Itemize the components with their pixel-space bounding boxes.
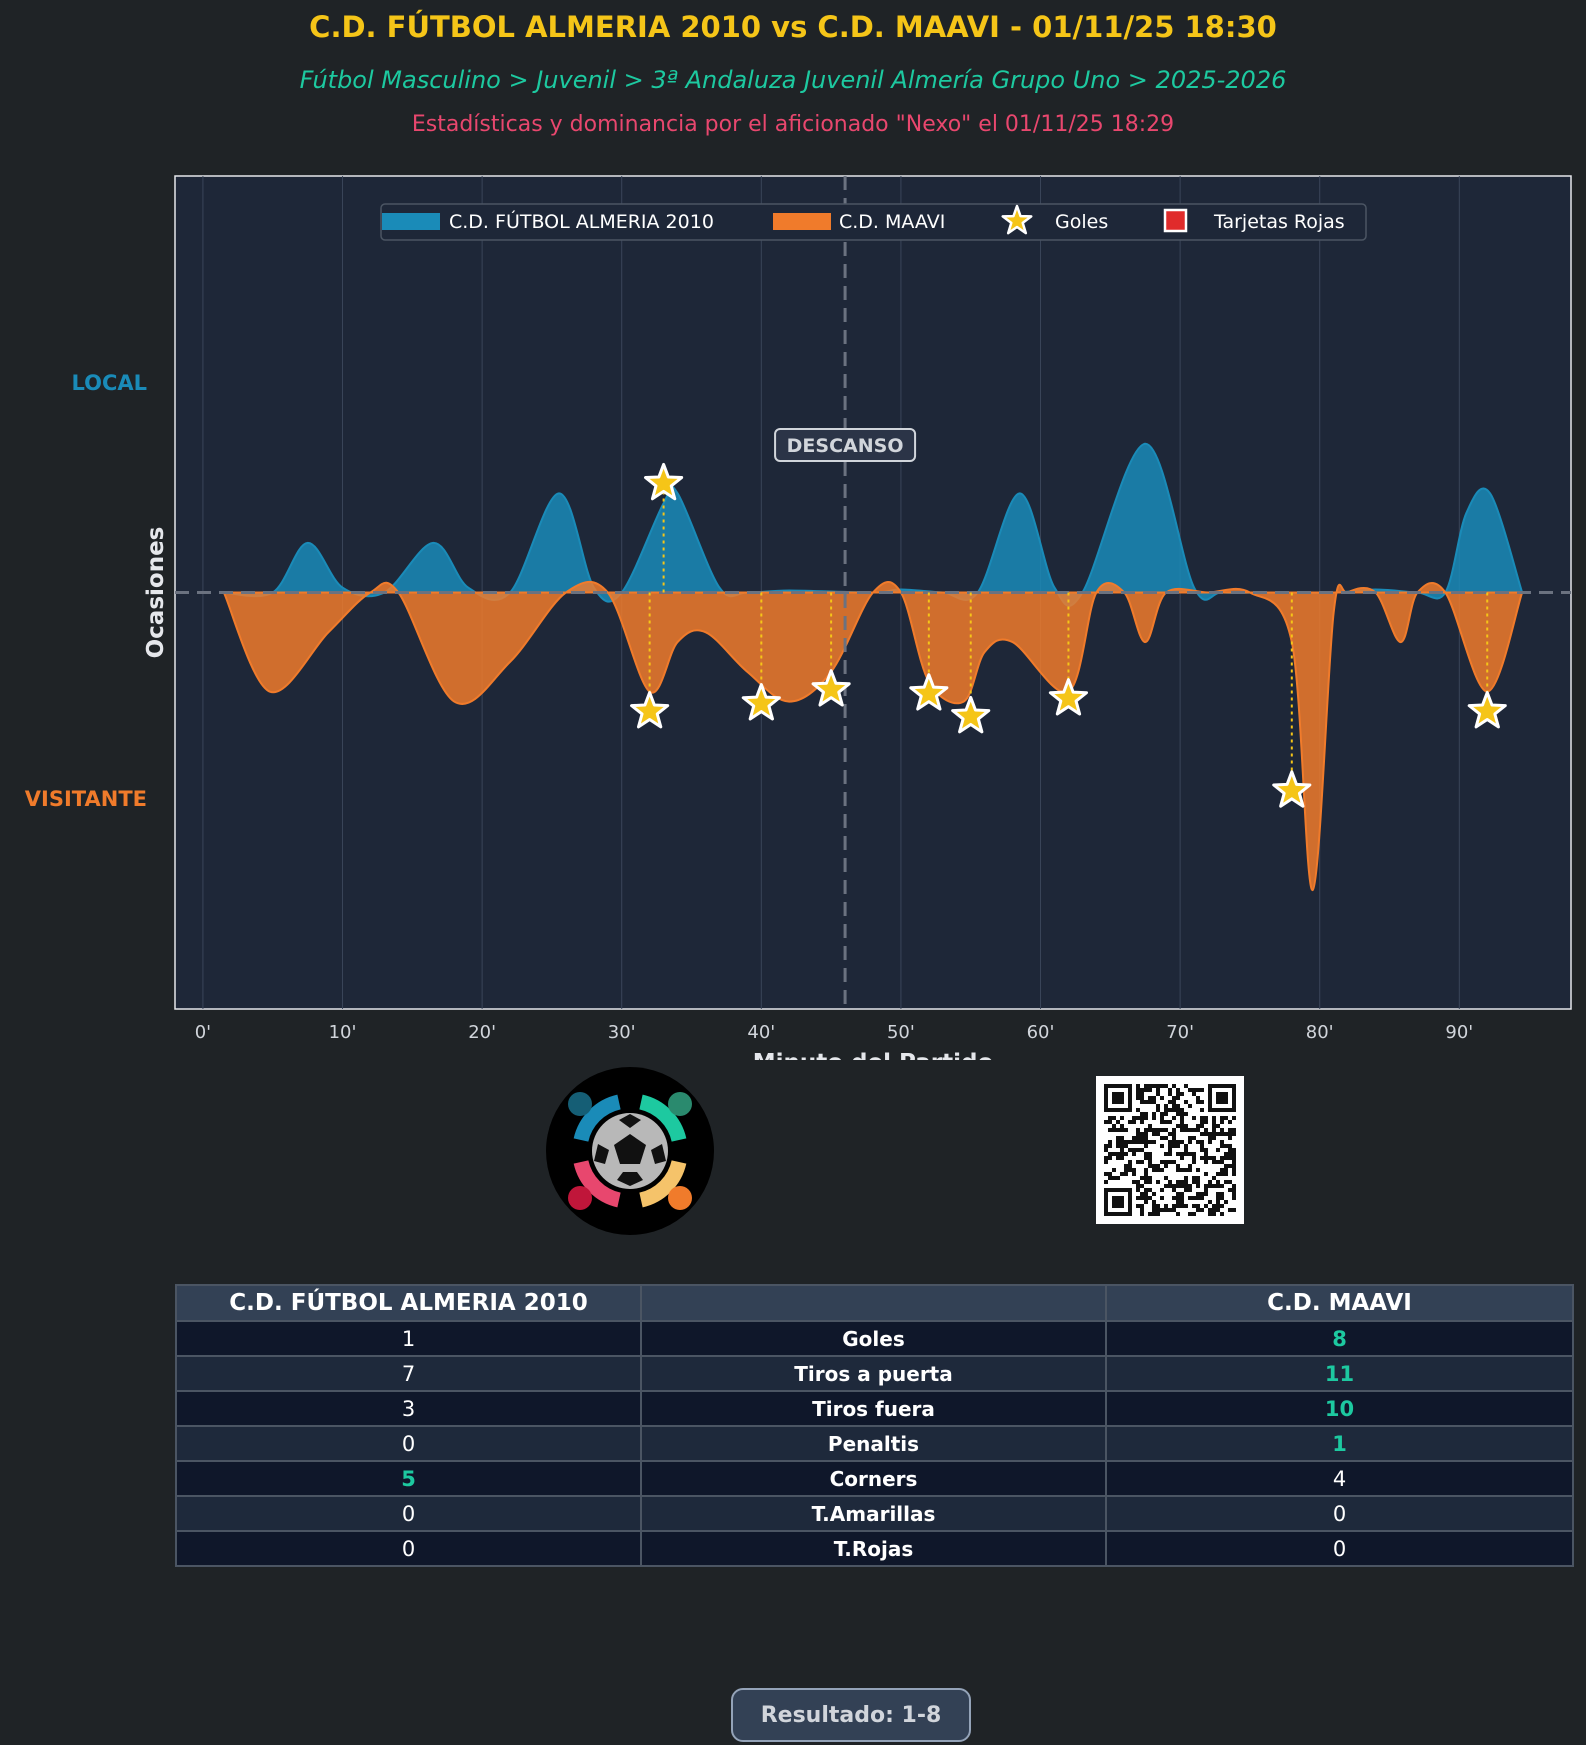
stat-away-value: 4 bbox=[1105, 1460, 1574, 1497]
away-dominance-area bbox=[222, 580, 1524, 892]
stat-label: Goles bbox=[640, 1320, 1107, 1357]
stat-away-value: 0 bbox=[1105, 1495, 1574, 1532]
match-title: C.D. FÚTBOL ALMERIA 2010 vs C.D. MAAVI -… bbox=[309, 10, 1277, 44]
stat-away-value: 0 bbox=[1105, 1530, 1574, 1567]
stats-header-row: C.D. FÚTBOL ALMERIA 2010 C.D. MAAVI bbox=[175, 1284, 1574, 1322]
visitante-side-label: VISITANTE bbox=[25, 787, 147, 811]
away-team-header: C.D. MAAVI bbox=[1105, 1284, 1574, 1322]
x-tick-label: 60' bbox=[1027, 1022, 1055, 1043]
legend-box bbox=[380, 203, 1367, 241]
stats-row: 5 Corners 4 bbox=[175, 1460, 1574, 1497]
stat-away-value: 10 bbox=[1105, 1390, 1574, 1427]
goal-star-icon bbox=[951, 695, 991, 734]
stat-label-header bbox=[640, 1284, 1107, 1322]
stat-label: Tiros a puerta bbox=[640, 1355, 1107, 1392]
goal-star-icon bbox=[1272, 770, 1312, 808]
x-tick-label: 20' bbox=[468, 1022, 496, 1043]
stat-away-value: 1 bbox=[1105, 1425, 1574, 1462]
goal-star-icon bbox=[630, 691, 670, 729]
stat-home-value: 0 bbox=[175, 1530, 642, 1567]
x-tick-label: 0' bbox=[195, 1022, 211, 1043]
x-tick-label: 30' bbox=[608, 1022, 636, 1043]
stat-label: Corners bbox=[640, 1460, 1107, 1497]
x-tick-label: 80' bbox=[1306, 1022, 1334, 1043]
x-tick-label: 90' bbox=[1445, 1022, 1473, 1043]
stat-away-value: 8 bbox=[1105, 1320, 1574, 1357]
dominance-chart: DESCANSO 0' 10' 20' 30' 40' 50' 60' 70' 80' 90' Min… bbox=[25, 175, 1572, 1060]
stats-row: 7 Tiros a puerta 11 bbox=[175, 1355, 1574, 1392]
stats-row: 3 Tiros fuera 10 bbox=[175, 1390, 1574, 1427]
legend-home-label: C.D. FÚTBOL ALMERIA 2010 bbox=[449, 209, 714, 233]
qr-code bbox=[1096, 1076, 1244, 1224]
legend-goals-label: Goles bbox=[1055, 211, 1108, 233]
stats-row: 1 Goles 8 bbox=[175, 1320, 1574, 1357]
stats-row: 0 T.Rojas 0 bbox=[175, 1530, 1574, 1567]
halftime-label-box bbox=[774, 428, 917, 462]
legend-red-cards-label: Tarjetas Rojas bbox=[1213, 211, 1345, 233]
x-tick-label: 40' bbox=[747, 1022, 775, 1043]
stat-home-value: 3 bbox=[175, 1390, 642, 1427]
y-axis-label: Ocasiones bbox=[143, 527, 169, 659]
home-team-header: C.D. FÚTBOL ALMERIA 2010 bbox=[175, 1284, 642, 1322]
x-tick-label: 50' bbox=[887, 1022, 915, 1043]
stat-home-value: 1 bbox=[175, 1320, 642, 1357]
app-logo bbox=[545, 1066, 715, 1236]
x-axis-label: Minuto del Partido bbox=[753, 1050, 994, 1060]
legend-away-swatch bbox=[773, 213, 831, 230]
stat-away-value: 11 bbox=[1105, 1355, 1574, 1392]
result-badge: Resultado: 1-8 bbox=[731, 1688, 971, 1742]
stat-home-value: 7 bbox=[175, 1355, 642, 1392]
legend-red-card-icon bbox=[1163, 208, 1188, 233]
goal-star-icon bbox=[811, 669, 851, 707]
stats-table: C.D. FÚTBOL ALMERIA 2010 C.D. MAAVI 1 Gol… bbox=[175, 1284, 1574, 1567]
halftime-label: DESCANSO bbox=[787, 435, 904, 457]
local-side-label: LOCAL bbox=[71, 371, 147, 395]
stat-home-value: 5 bbox=[175, 1460, 642, 1497]
stat-label: T.Rojas bbox=[640, 1530, 1107, 1567]
competition-breadcrumb: Fútbol Masculino > Juvenil > 3ª Andaluza… bbox=[299, 66, 1287, 94]
x-tick-label: 10' bbox=[329, 1022, 357, 1043]
credit-line: Estadísticas y dominancia por el aficion… bbox=[411, 112, 1175, 137]
goal-star-icon bbox=[909, 673, 949, 711]
stat-label: Tiros fuera bbox=[640, 1390, 1107, 1427]
x-tick-label: 70' bbox=[1166, 1022, 1194, 1043]
stats-row: 0 Penaltis 1 bbox=[175, 1425, 1574, 1462]
goal-star-icon bbox=[1048, 678, 1089, 716]
goal-star-icon bbox=[741, 683, 781, 721]
stat-label: T.Amarillas bbox=[640, 1495, 1107, 1532]
stat-label: Penaltis bbox=[640, 1425, 1107, 1462]
legend-home-swatch bbox=[382, 213, 440, 230]
goal-star-icon bbox=[644, 462, 684, 501]
legend-goal-star-icon bbox=[1001, 204, 1033, 235]
stats-row: 0 T.Amarillas 0 bbox=[175, 1495, 1574, 1532]
stat-home-value: 0 bbox=[175, 1425, 642, 1462]
goal-star-icon bbox=[1467, 691, 1507, 729]
stat-home-value: 0 bbox=[175, 1495, 642, 1532]
legend-away-label: C.D. MAAVI bbox=[839, 211, 945, 233]
